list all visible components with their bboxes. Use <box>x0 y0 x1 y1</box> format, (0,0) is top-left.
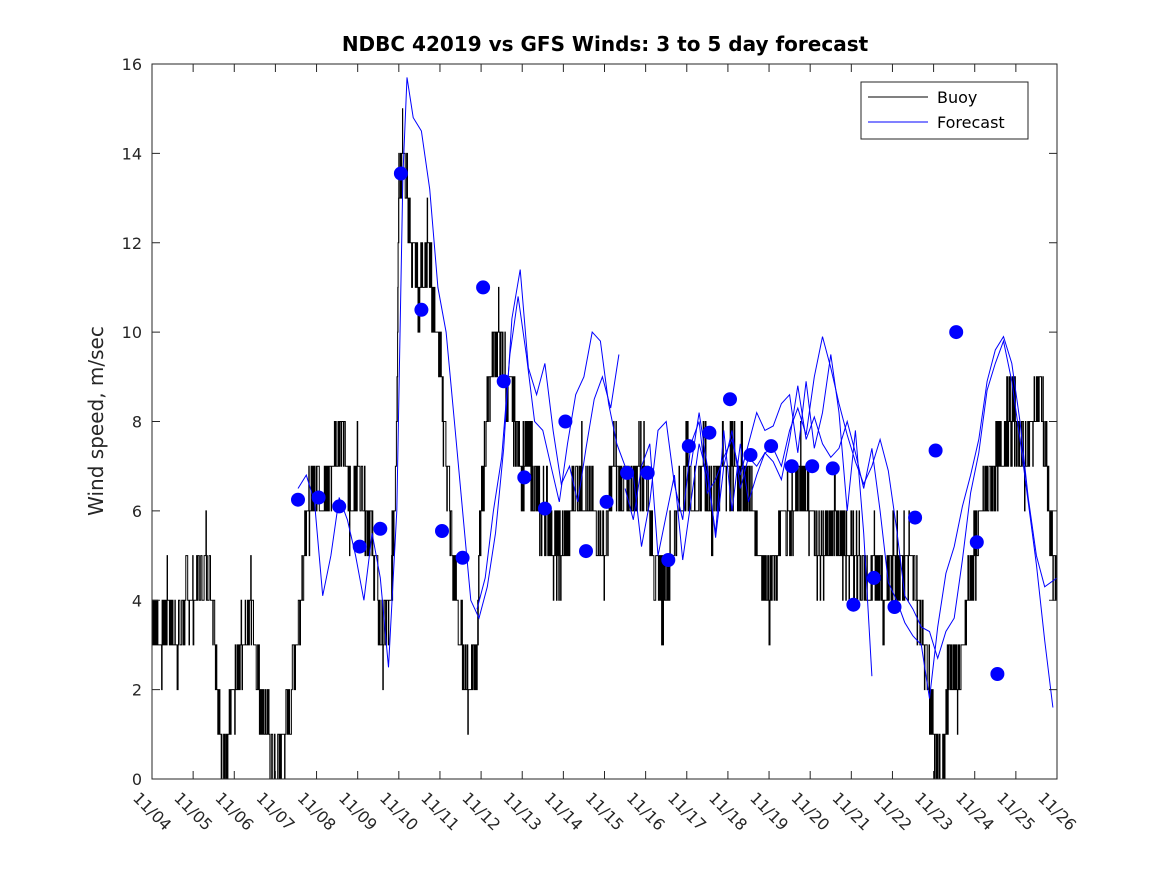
y-tick-label: 4 <box>132 591 142 610</box>
forecast-point <box>311 490 326 505</box>
legend-box <box>860 81 1029 140</box>
legend-forecast-label: Forecast <box>937 113 1005 132</box>
series-layer <box>152 77 1057 779</box>
forecast-point <box>702 425 717 440</box>
forecast-point <box>435 524 449 538</box>
forecast-point <box>352 539 367 554</box>
forecast-point <box>599 494 614 509</box>
forecast-point <box>476 280 491 295</box>
y-tick-label: 8 <box>132 413 142 432</box>
forecast-point <box>579 544 593 559</box>
y-tick-label: 14 <box>122 144 142 163</box>
buoy-series-line <box>152 108 1057 779</box>
forecast-point <box>537 501 552 516</box>
y-tick-label: 10 <box>122 323 142 342</box>
forecast-point <box>332 499 347 514</box>
forecast-point <box>928 443 943 458</box>
y-tick-label: 16 <box>122 55 142 74</box>
y-tick-label: 12 <box>122 234 142 253</box>
y-tick-label: 2 <box>132 681 142 700</box>
forecast-point <box>784 459 799 474</box>
forecast-point <box>908 510 923 525</box>
forecast-point <box>517 470 532 485</box>
forecast-series-line-1 <box>297 77 620 668</box>
forecast-point <box>866 570 881 585</box>
forecast-point <box>846 597 861 612</box>
legend: Buoy Forecast <box>860 81 1029 140</box>
plot-area: 024681012141611/0411/0511/0611/0711/0811… <box>122 55 1081 834</box>
forecast-point <box>990 667 1005 681</box>
forecast-point <box>887 600 902 614</box>
forecast-series-line-3 <box>624 335 1057 699</box>
y-tick-label: 6 <box>132 502 142 521</box>
forecast-point <box>681 439 696 454</box>
axes-background <box>152 64 1057 779</box>
legend-buoy-label: Buoy <box>937 88 977 107</box>
forecast-point <box>291 492 305 507</box>
forecast-point <box>414 302 429 317</box>
forecast-point <box>825 461 840 476</box>
forecast-point <box>640 465 655 480</box>
forecast-point <box>764 439 779 454</box>
y-axis-label: Wind speed, m/sec <box>84 326 108 516</box>
forecast-point <box>496 374 511 389</box>
y-tick-label: 0 <box>132 770 142 789</box>
forecast-point <box>455 550 470 565</box>
forecast-point <box>661 553 676 567</box>
forecast-point <box>723 392 737 407</box>
chart-title: NDBC 42019 vs GFS Winds: 3 to 5 day fore… <box>342 32 869 56</box>
forecast-series-line-2 <box>476 296 873 677</box>
forecast-point <box>558 414 573 429</box>
forecast-point <box>949 325 964 340</box>
forecast-point <box>969 535 984 550</box>
forecast-point <box>393 166 408 181</box>
forecast-point <box>620 465 635 480</box>
forecast-point <box>805 459 820 474</box>
forecast-point <box>743 448 758 462</box>
forecast-point <box>373 521 388 536</box>
